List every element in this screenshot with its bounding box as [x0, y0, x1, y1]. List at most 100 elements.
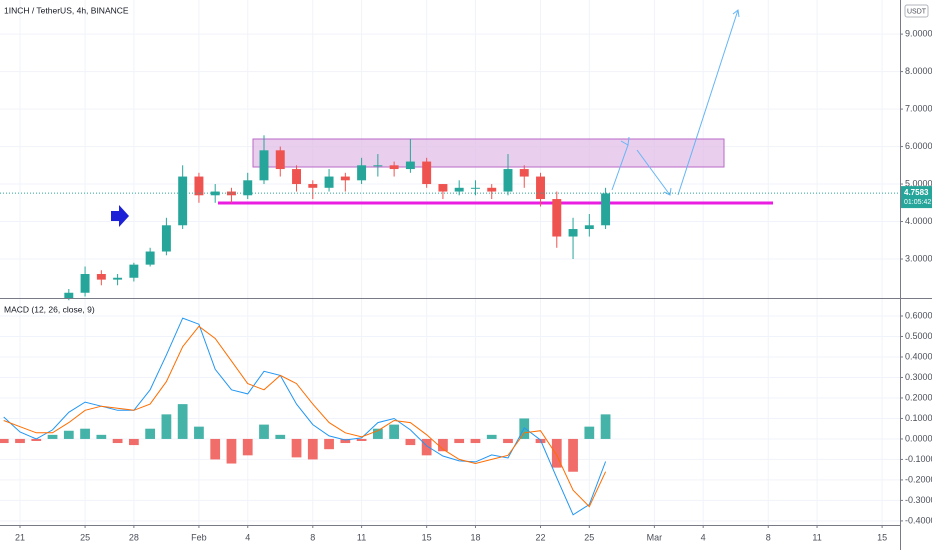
histogram-bar [31, 438, 42, 441]
candle-body [568, 229, 578, 237]
histogram-bar [438, 438, 448, 452]
macd-line [3, 317, 607, 516]
histogram-bar [112, 438, 123, 444]
y-tick-label: 4.0000 [905, 216, 932, 226]
histogram-bar [210, 438, 221, 460]
histogram-bar [324, 438, 334, 450]
macd-title: MACD (12, 26, close, 9) [4, 304, 95, 314]
histogram-bar [194, 426, 204, 439]
last-price-box [901, 186, 932, 209]
x-tick-label: 25 [80, 532, 90, 542]
y-tick-label: -0.2000 [905, 474, 932, 484]
candle-body [275, 150, 285, 170]
histogram-bar [389, 424, 400, 439]
candle-body [194, 176, 204, 196]
y-tick-label: 0.4000 [905, 351, 932, 361]
candle-body [308, 184, 318, 188]
candle-body [454, 187, 464, 192]
histogram-bar [470, 438, 481, 444]
histogram-bar [47, 434, 58, 439]
x-tick-label: 4 [701, 532, 706, 542]
candle-body [80, 274, 90, 293]
y-tick-label: -0.1000 [905, 454, 932, 464]
projection [677, 9, 739, 196]
y-tick-label: 5.0000 [905, 178, 932, 188]
candle-body [292, 169, 302, 185]
x-tick-label: 15 [877, 532, 887, 542]
histogram-bar [503, 438, 513, 444]
y-tick-label: -0.3000 [905, 495, 932, 505]
histogram-bar [242, 438, 253, 456]
histogram-bar [63, 430, 74, 439]
histogram-bar [307, 438, 318, 460]
y-tick-label: 3.0000 [905, 253, 932, 263]
histogram-bar [421, 438, 432, 456]
candle-body [210, 191, 220, 196]
x-tick-label: Feb [191, 532, 207, 542]
candle-body [373, 165, 383, 167]
histogram-bar [259, 424, 269, 439]
histogram-bar [0, 438, 9, 444]
histogram-bar [177, 404, 188, 439]
histogram-bar [551, 438, 562, 468]
candle-body [129, 264, 139, 278]
y-tick-label: 0.1000 [905, 413, 932, 423]
candle-body [161, 225, 171, 252]
candle-body [503, 169, 513, 192]
histogram-bar [161, 414, 172, 439]
candle-body [324, 176, 334, 188]
histogram-bar [340, 438, 351, 444]
mark-layer [0, 135, 900, 516]
histogram-bar [275, 434, 286, 439]
x-tick-label: Mar [647, 532, 663, 542]
grid-layer [0, 0, 900, 525]
x-tick-label: 11 [812, 532, 821, 542]
y-tick-label: 9.0000 [905, 28, 932, 38]
candle-body [96, 274, 106, 280]
x-tick-label: 8 [310, 532, 315, 542]
candle-body [422, 161, 432, 185]
last-price-label: 4.7583 [904, 188, 929, 197]
y-tick-label: -0.4000 [905, 515, 932, 525]
x-tick-label: 25 [584, 532, 594, 542]
y-tick-label: 0.6000 [905, 310, 932, 320]
candle-body [487, 187, 497, 192]
histogram-bar [226, 438, 237, 464]
candle-body [259, 150, 269, 181]
y-tick-label: 6.0000 [905, 141, 932, 151]
histogram-bar [600, 414, 611, 439]
candle-body [145, 251, 155, 265]
macd-line [3, 325, 607, 508]
candle-body [64, 292, 74, 299]
x-tick-label: 18 [470, 532, 480, 542]
candle-body [552, 199, 562, 237]
currency-box [904, 4, 929, 18]
histogram-bar [291, 438, 302, 458]
candle-body [438, 184, 448, 192]
y-tick-label: 0.0000 [905, 433, 932, 443]
x-tick-label: 15 [422, 532, 432, 542]
histogram-bar [80, 428, 90, 439]
y-tick-label: 0.2000 [905, 392, 932, 402]
x-tick-label: 21 [15, 532, 25, 542]
projection [611, 144, 629, 191]
histogram-bar [568, 438, 578, 472]
histogram-bar [15, 438, 25, 444]
candle-body [470, 187, 480, 189]
chart-title: 1INCH / TetherUS, 4h, BINANCE [4, 5, 129, 15]
histogram-bar [372, 428, 383, 439]
x-tick-label: 8 [766, 532, 771, 542]
candle-body [113, 277, 123, 280]
x-tick-label: 22 [536, 532, 546, 542]
candle-body [519, 169, 529, 177]
y-tick-label: 7.0000 [905, 103, 932, 113]
y-tick-label: 0.5000 [905, 331, 932, 341]
histogram-bar [454, 438, 465, 444]
histogram-bar [405, 438, 416, 446]
candle-body [405, 161, 415, 170]
histogram-bar [96, 434, 107, 439]
marker-arrow [111, 205, 129, 227]
candle-body [536, 176, 545, 200]
countdown: 01:05:42 [904, 199, 931, 206]
